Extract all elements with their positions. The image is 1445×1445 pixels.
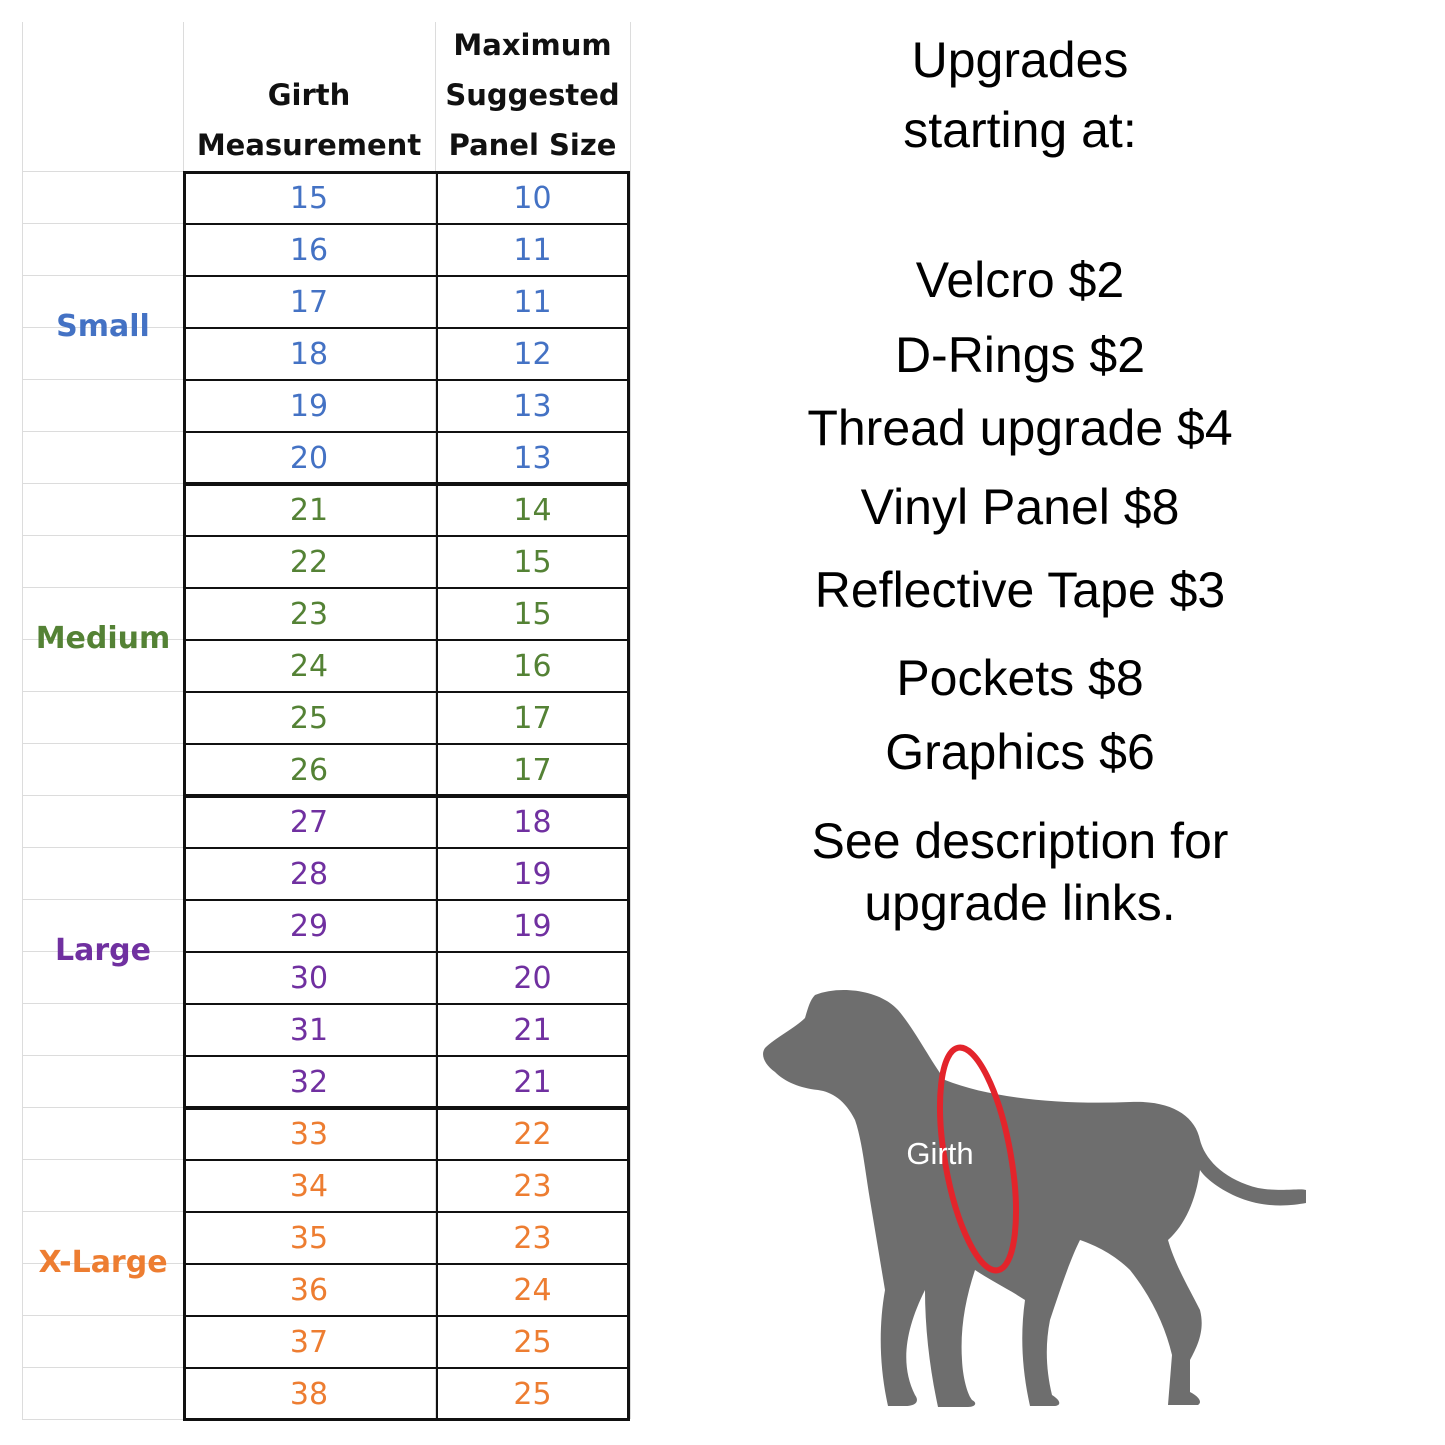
- gridline: [22, 22, 23, 1419]
- upgrade-note-line-1: See description for: [811, 813, 1229, 869]
- girth-cell: 16: [289, 233, 329, 268]
- panel-size-cell: 13: [513, 441, 552, 476]
- upgrade-note-line-2: upgrade links.: [864, 875, 1176, 931]
- girth-cell: 34: [289, 1169, 329, 1204]
- girth-cell: 17: [289, 285, 329, 320]
- girth-cell: 18: [289, 337, 329, 372]
- row-divider: [183, 1211, 630, 1213]
- size-label: X-Large: [38, 1245, 168, 1280]
- row-divider: [183, 1055, 630, 1057]
- panel-size-cell: 25: [513, 1325, 552, 1360]
- row-divider: [183, 327, 630, 329]
- girth-cell: 21: [289, 493, 329, 528]
- dog-girth-illustration: Girth: [750, 980, 1320, 1410]
- girth-cell: 15: [289, 181, 329, 216]
- upgrade-item-vinyl-panel: Vinyl Panel $8: [860, 479, 1180, 535]
- panel-size-cell: 22: [513, 1117, 552, 1152]
- row-divider: [183, 587, 630, 589]
- row-divider: [183, 1263, 630, 1265]
- panel-size-cell: 17: [513, 701, 552, 736]
- row-divider: [183, 1367, 630, 1369]
- panel-size-cell: 24: [513, 1273, 552, 1308]
- girth-header-line-2: Measurement: [196, 128, 422, 162]
- upgrade-item-pockets: Pockets $8: [896, 650, 1144, 706]
- panel-size-cell: 21: [513, 1013, 552, 1048]
- girth-cell: 35: [289, 1221, 329, 1256]
- girth-cell: 31: [289, 1013, 329, 1048]
- gridline: [435, 22, 436, 1419]
- girth-cell: 32: [289, 1065, 329, 1100]
- size-label: Large: [55, 933, 151, 968]
- girth-cell: 27: [289, 805, 329, 840]
- row-divider: [183, 379, 630, 381]
- girth-ring-icon: [937, 1044, 1019, 1274]
- size-label: Small: [56, 309, 150, 344]
- row-divider: [183, 275, 630, 277]
- girth-cell: 20: [289, 441, 329, 476]
- panel-size-cell: 25: [513, 1377, 552, 1412]
- panel-size-cell: 20: [513, 961, 552, 996]
- row-divider: [183, 847, 630, 849]
- girth-cell: 25: [289, 701, 329, 736]
- panel-size-cell: 23: [513, 1221, 552, 1256]
- girth-cell: 28: [289, 857, 329, 892]
- row-divider: [183, 951, 630, 953]
- size-chart-table: Girth Measurement Maximum Suggested Pane…: [0, 0, 640, 1445]
- panel-size-cell: 11: [513, 233, 552, 268]
- panel-header-line-3: Panel Size: [448, 128, 617, 162]
- panel-size-cell: 12: [513, 337, 552, 372]
- row-divider: [183, 535, 630, 537]
- panel-size-cell: 15: [513, 545, 552, 580]
- panel-header-line-2: Suggested: [445, 78, 620, 112]
- panel-size-cell: 17: [513, 753, 552, 788]
- girth-cell: 19: [289, 389, 329, 424]
- panel-size-cell: 18: [513, 805, 552, 840]
- girth-cell: 24: [289, 649, 329, 684]
- girth-header-line-1: Girth: [267, 78, 351, 112]
- gridline: [630, 22, 631, 1419]
- girth-cell: 38: [289, 1377, 329, 1412]
- row-divider: [183, 431, 630, 433]
- panel-size-cell: 23: [513, 1169, 552, 1204]
- row-divider: [183, 639, 630, 641]
- upgrade-item-d-rings: D-Rings $2: [894, 327, 1146, 383]
- panel-size-cell: 14: [513, 493, 552, 528]
- girth-cell: 23: [289, 597, 329, 632]
- row-divider: [183, 1159, 630, 1161]
- row-divider: [183, 1315, 630, 1317]
- upgrade-item-reflective-tape: Reflective Tape $3: [814, 562, 1226, 618]
- size-label: Medium: [35, 621, 171, 656]
- row-divider: [183, 899, 630, 901]
- panel-size-cell: 13: [513, 389, 552, 424]
- upgrade-item-thread: Thread upgrade $4: [807, 400, 1233, 456]
- panel-size-cell: 10: [513, 181, 552, 216]
- girth-cell: 29: [289, 909, 329, 944]
- girth-cell: 37: [289, 1325, 329, 1360]
- panel-size-cell: 16: [513, 649, 552, 684]
- dog-silhouette-icon: [763, 990, 1306, 1407]
- upgrades-heading-line-2: starting at:: [903, 102, 1137, 158]
- girth-label: Girth: [906, 1136, 973, 1171]
- girth-cell: 36: [289, 1273, 329, 1308]
- girth-cell: 26: [289, 753, 329, 788]
- upgrade-item-velcro: Velcro $2: [915, 252, 1125, 308]
- panel-size-cell: 11: [513, 285, 552, 320]
- row-divider: [183, 1003, 630, 1005]
- panel-size-cell: 19: [513, 909, 552, 944]
- girth-cell: 33: [289, 1117, 329, 1152]
- panel-size-cell: 15: [513, 597, 552, 632]
- girth-cell: 22: [289, 545, 329, 580]
- girth-cell: 30: [289, 961, 329, 996]
- row-divider: [183, 743, 630, 745]
- panel-size-cell: 21: [513, 1065, 552, 1100]
- row-divider: [183, 691, 630, 693]
- row-divider: [183, 223, 630, 225]
- upgrades-heading-line-1: Upgrades: [911, 32, 1129, 88]
- panel-size-cell: 19: [513, 857, 552, 892]
- panel-header-line-1: Maximum: [453, 28, 612, 62]
- upgrade-item-graphics: Graphics $6: [885, 724, 1155, 780]
